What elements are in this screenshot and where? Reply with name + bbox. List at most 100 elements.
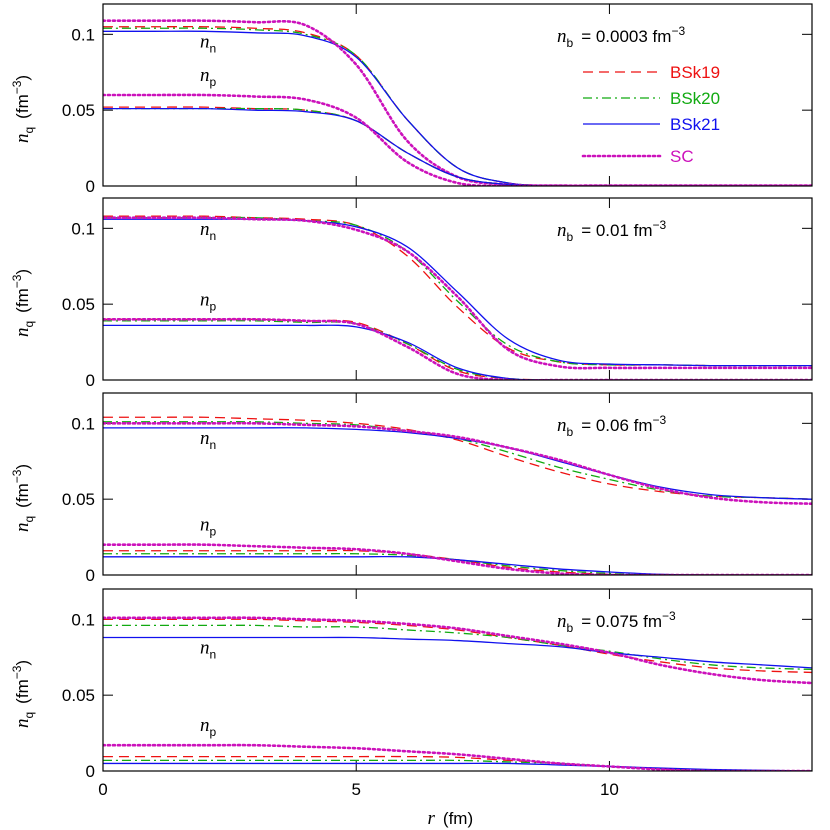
symbol: n	[200, 515, 210, 536]
y-tick-label: 0.05	[62, 295, 95, 314]
text: (fm	[13, 94, 32, 119]
line	[103, 555, 812, 575]
panel-title: nb = 0.0003 fm−3	[557, 24, 685, 50]
x-axis-label: r (fm)	[428, 808, 474, 829]
subscript: p	[210, 299, 217, 313]
symbol: n	[12, 523, 33, 533]
text: (fm)	[443, 809, 473, 828]
symbol: n	[557, 415, 567, 436]
curve-label: np	[200, 715, 217, 739]
subscript: q	[22, 712, 36, 719]
y-axis-label: nq (fm−3)	[10, 269, 36, 337]
text: )	[13, 464, 32, 470]
subscript: b	[567, 425, 574, 439]
subscript: b	[567, 230, 574, 244]
legend-label: SC	[670, 147, 694, 166]
line	[103, 215, 812, 367]
subscript: q	[22, 516, 36, 523]
symbol: n	[200, 219, 210, 240]
y-axis-label: nq (fm−3)	[10, 75, 36, 143]
line	[103, 636, 812, 669]
line	[103, 107, 812, 186]
text: = 0.06 fm	[581, 416, 652, 435]
panel-title: nb = 0.01 fm−3	[557, 218, 667, 244]
line	[103, 624, 812, 671]
symbol: n	[557, 26, 567, 47]
line	[103, 759, 812, 771]
line	[103, 762, 812, 771]
line	[103, 324, 812, 380]
y-tick-label: 0.05	[62, 490, 95, 509]
subscript: q	[22, 127, 36, 134]
superscript: −3	[10, 274, 24, 288]
text: = 0.0003 fm	[581, 27, 671, 46]
line	[103, 543, 812, 575]
legend-label: BSk19	[670, 63, 720, 82]
line	[103, 216, 812, 370]
subscript: q	[22, 321, 36, 328]
curve-label: np	[200, 65, 217, 89]
frame	[102, 588, 813, 772]
curve-label: nn	[200, 219, 216, 243]
line	[103, 218, 812, 367]
text: (fm	[13, 483, 32, 508]
y-tick-label: 0	[86, 762, 95, 781]
line	[103, 318, 812, 380]
x-tick-label: 10	[600, 780, 619, 799]
curve-label: nn	[200, 638, 216, 662]
text: )	[13, 660, 32, 666]
plot-area	[103, 215, 812, 380]
text: (fm	[13, 288, 32, 313]
text: = 0.01 fm	[581, 221, 652, 240]
superscript: −3	[10, 665, 24, 679]
y-tick-label: 0.05	[62, 686, 95, 705]
symbol: r	[428, 808, 436, 829]
symbol: n	[200, 289, 210, 310]
symbol: n	[12, 134, 33, 144]
x-tick-label: 0	[98, 780, 107, 799]
symbol: n	[12, 719, 33, 729]
x-tick-label: 5	[351, 780, 360, 799]
y-tick-label: 0	[86, 177, 95, 196]
line	[103, 427, 812, 500]
line	[103, 320, 812, 380]
legend-label: BSk21	[670, 115, 720, 134]
text: )	[13, 269, 32, 275]
line	[103, 616, 812, 685]
line	[103, 618, 812, 674]
frame	[102, 392, 813, 576]
y-axis-label: nq (fm−3)	[10, 464, 36, 532]
superscript: −3	[671, 24, 685, 38]
line	[103, 421, 812, 506]
symbol: n	[200, 428, 210, 449]
symbol: n	[12, 328, 33, 338]
panel-title: nb = 0.06 fm−3	[557, 413, 667, 439]
curve-label: np	[200, 289, 217, 313]
legend-label: BSk20	[670, 89, 720, 108]
subscript: n	[210, 229, 217, 243]
y-tick-label: 0.1	[71, 25, 95, 44]
subscript: p	[210, 525, 217, 539]
y-tick-label: 0	[86, 371, 95, 390]
plot-area	[103, 616, 812, 771]
subscript: n	[210, 41, 217, 55]
frame	[102, 3, 813, 187]
frame	[102, 197, 813, 381]
line	[103, 743, 812, 771]
text: (fm	[13, 679, 32, 704]
superscript: −3	[10, 469, 24, 483]
y-tick-label: 0.1	[71, 610, 95, 629]
line	[103, 549, 812, 575]
subscript: p	[210, 725, 217, 739]
superscript: −3	[653, 413, 667, 427]
subscript: p	[210, 75, 217, 89]
line	[103, 553, 812, 575]
y-tick-label: 0.1	[71, 219, 95, 238]
subscript: b	[567, 621, 574, 635]
superscript: −3	[662, 609, 676, 623]
curve-label: np	[200, 515, 217, 539]
y-tick-label: 0.05	[62, 101, 95, 120]
curve-label: nn	[200, 31, 216, 55]
y-axis-label: nq (fm−3)	[10, 660, 36, 728]
